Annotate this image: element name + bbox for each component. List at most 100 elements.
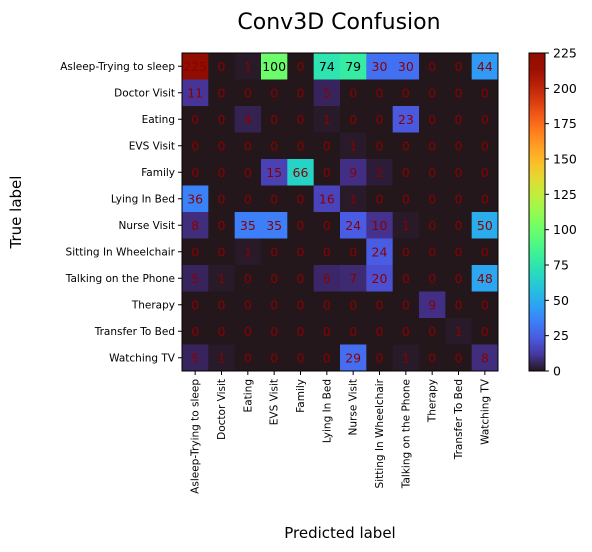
cell-value-label: 0 [270,350,278,365]
heatmap-cell [471,185,499,213]
heatmap-cell [182,132,209,160]
cell-value-label: 0 [402,191,410,206]
x-tick-label: Eating [242,379,254,412]
cell-value-label: 1 [218,350,226,365]
heatmap-cell [182,79,209,107]
cell-value-label: 0 [244,165,252,180]
cell-value-label: 0 [297,297,305,312]
heatmap-cell [419,238,446,266]
heatmap-cell [261,238,288,266]
cell-value-label: 0 [297,244,305,259]
x-tick-label: Therapy [427,379,439,423]
cell-value-label: 0 [297,59,305,74]
cell-value-label: 0 [428,218,436,233]
heatmap-cell [208,106,236,133]
heatmap-cell [234,185,262,213]
y-tick-label: Nurse Visit [119,220,175,232]
heatmap-cell [445,291,473,319]
x-tick-label: EVS Visit [269,379,281,425]
heatmap-cell [182,159,209,186]
heatmap-cell [366,185,394,213]
heatmap-cell [445,318,473,345]
cell-value-label: 5 [191,271,199,286]
heatmap-cell [445,185,473,213]
cell-value-label: 0 [455,191,463,206]
heatmap-cell [208,318,236,345]
cell-value-label: 24 [345,218,361,233]
heatmap-cell [445,106,473,133]
heatmap-cell [471,291,499,319]
cell-value-label: 0 [244,350,252,365]
heatmap-cell [313,53,341,80]
heatmap-cell [287,238,315,266]
cell-value-label: 0 [191,297,199,312]
cell-value-label: 0 [349,112,357,127]
heatmap-cell [313,185,341,213]
cell-value-label: 11 [187,85,203,100]
heatmap-cell [445,238,473,266]
heatmap-cell [208,238,236,266]
y-tick-label: Family [141,167,175,179]
colorbar-tick-label: 100 [553,222,577,237]
heatmap-cell [366,318,394,345]
cell-value-label: 66 [293,165,309,180]
cell-value-label: 74 [319,59,335,74]
cell-value-label: 100 [262,59,286,74]
x-tick-label: Lying In Bed [321,379,333,443]
cell-value-label: 0 [455,297,463,312]
cell-value-label: 1 [244,59,252,74]
cell-value-label: 0 [455,218,463,233]
cell-value-label: 0 [218,191,226,206]
heatmap-frame [181,52,499,372]
heatmap-cell [366,212,394,239]
x-tick-label: Asleep-Trying to sleep [190,379,202,494]
cell-value-label: 0 [349,244,357,259]
cell-value-label: 0 [270,85,278,100]
heatmap-cell [366,238,394,266]
heatmap-cell [313,212,341,239]
cell-value-label: 0 [349,324,357,339]
heatmap-cell [234,265,262,292]
y-tick-label: Therapy [131,299,175,311]
heatmap-cell [261,212,288,239]
heatmap-cell [366,159,394,186]
heatmap-cell [340,265,367,292]
cell-value-label: 0 [297,350,305,365]
cell-value-label: 50 [477,218,493,233]
cell-value-label: 0 [323,138,331,153]
y-tick-label: Sitting In Wheelchair [66,246,176,258]
heatmap-cell [261,159,288,186]
heatmap-cell [340,79,367,107]
cell-value-label: 0 [455,244,463,259]
cell-value-label: 0 [244,324,252,339]
cell-value-label: 0 [428,350,436,365]
heatmap-cell [419,79,446,107]
heatmap-cell [261,79,288,107]
heatmap-cell [313,79,341,107]
colorbar-tick-label: 125 [553,187,577,202]
heatmap-cell [419,185,446,213]
heatmap-cell [287,265,315,292]
cell-value-label: 0 [481,244,489,259]
cell-value-label: 1 [244,244,252,259]
heatmap-cell [366,79,394,107]
heatmap-cell [234,238,262,266]
heatmap-cell [182,291,209,319]
cell-value-label: 0 [376,191,384,206]
heatmap-cell [392,132,420,160]
cell-value-label: 0 [402,85,410,100]
heatmap-cell [182,238,209,266]
cell-value-label: 0 [402,165,410,180]
cell-value-label: 24 [372,244,388,259]
cell-value-label: 30 [372,59,388,74]
x-axis-ticks: Asleep-Trying to sleep Doctor Visit Eating… [190,371,491,494]
cell-value-label: 0 [402,244,410,259]
heatmap-cell [234,132,262,160]
heatmap-cell [419,132,446,160]
cell-value-label: 9 [349,165,357,180]
heatmap-cell [471,53,499,80]
heatmap-cell [366,132,394,160]
heatmap-cell [287,159,315,186]
